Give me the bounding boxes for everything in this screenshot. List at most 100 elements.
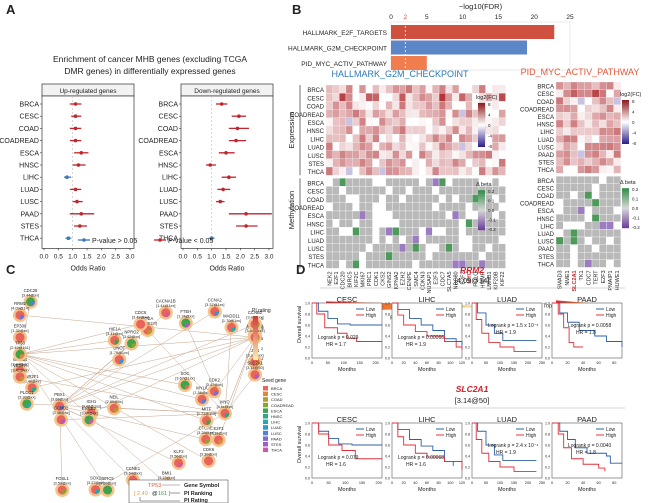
- colorbar-tick: 0.0: [632, 206, 639, 211]
- km-title: LUAD: [497, 295, 518, 304]
- expression-cell: [425, 166, 433, 176]
- methylation-cell: [398, 251, 406, 261]
- km-legend-label: High: [526, 433, 537, 439]
- category-label: LUAD: [159, 187, 178, 194]
- methylation-cell: [385, 202, 393, 212]
- methylation-cell: [425, 210, 433, 220]
- expression-cell: [332, 93, 340, 102]
- methylation-cell: [359, 186, 367, 195]
- network-edge: [59, 337, 256, 407]
- node-pi-label: [1.79@1xx]: [110, 351, 129, 355]
- expression-cell: [613, 142, 621, 151]
- methylation-cell: [452, 227, 460, 236]
- expression-cell: [385, 109, 393, 118]
- expression-cell: [405, 117, 413, 127]
- row-label: CESC: [307, 96, 324, 102]
- methylation-cell: [339, 202, 347, 212]
- expression-cell: [359, 134, 367, 143]
- pi-colorbar: [253, 316, 258, 360]
- km-x-tick: 20: [402, 481, 406, 485]
- methylation-cell: [345, 178, 353, 187]
- methylation-cell: [392, 194, 400, 203]
- seed-legend-label: STES: [271, 442, 282, 447]
- facet-frame: [180, 95, 274, 249]
- km-x-tick: 50: [484, 481, 488, 485]
- network-edge: [185, 322, 226, 414]
- expression-cell: [379, 166, 387, 176]
- node-gene-label: NEIL: [109, 394, 119, 399]
- methylation-cell: [606, 191, 614, 200]
- colorbar-tick: -8: [632, 141, 636, 146]
- methylation-cell: [365, 243, 373, 253]
- bar-x-tick-label: 20: [531, 14, 539, 21]
- expression-cell: [584, 97, 593, 105]
- expression-cell: [577, 119, 585, 128]
- km-x-label: Months: [498, 367, 516, 373]
- seed-legend-swatch: [263, 397, 268, 402]
- methylation-cell: [445, 243, 453, 253]
- category-label: CESC: [20, 114, 39, 121]
- methylation-cell: [563, 252, 571, 260]
- expression-cell: [452, 142, 460, 151]
- methylation-cell: [599, 214, 607, 222]
- seed-legend-swatch: [263, 425, 268, 430]
- expression-cell: [570, 127, 578, 136]
- panel-letter-c: C: [6, 262, 16, 277]
- km-x-tick: 200: [525, 481, 531, 485]
- methylation-cell: [458, 251, 466, 261]
- methylation-cell: [465, 235, 473, 244]
- category-label: BRCA: [20, 102, 40, 109]
- node-pi-label: [3.37@1xx]: [205, 303, 224, 307]
- expression-cell: [359, 101, 367, 110]
- km-y-tick: 0.0: [385, 357, 390, 361]
- methylation-cell: [425, 178, 433, 187]
- methylation-cell: [398, 178, 406, 187]
- methylation-cell: [339, 235, 347, 244]
- methylation-cell: [438, 186, 446, 195]
- column-label: KPNA2: [394, 271, 400, 289]
- expression-cell: [339, 84, 347, 94]
- node-gene-label: E2F3: [213, 426, 224, 431]
- expression-cell: [438, 158, 446, 168]
- expression-cell: [379, 93, 387, 102]
- x-axis-label: Odds Ratio: [209, 265, 244, 272]
- seed-legend-swatch: [263, 447, 268, 453]
- km-x-tick: 40: [413, 361, 417, 365]
- expression-cell: [555, 135, 564, 143]
- legend-swatch-point: [82, 238, 86, 242]
- expression-cell: [345, 125, 353, 135]
- expression-cell: [613, 135, 621, 143]
- expression-cell: [591, 165, 600, 174]
- expression-cell: [570, 142, 578, 151]
- expression-cell: [385, 134, 393, 143]
- expression-cell: [398, 158, 406, 168]
- methylation-cell: [332, 219, 340, 228]
- methylation-cell: [359, 243, 367, 253]
- gene-block-slc2a1: SLC2A1[3.14@50]Overall survivalCESCLowHi…: [297, 384, 625, 493]
- expression-cell: [418, 101, 426, 110]
- expression-cell: [485, 150, 493, 159]
- expression-cell: [332, 125, 340, 135]
- expression-cell: [438, 109, 446, 118]
- expression-cell: [392, 117, 400, 127]
- methylation-cell: [432, 251, 440, 261]
- km-legend-label: High: [366, 433, 377, 439]
- node-seed-slice: [140, 324, 146, 329]
- methylation-cell: [445, 235, 453, 244]
- expression-cell: [555, 89, 564, 98]
- methylation-cell: [359, 251, 367, 261]
- methylation-cell: [563, 198, 571, 207]
- expression-cell: [325, 125, 333, 135]
- expression-cell: [472, 166, 480, 176]
- expression-cell: [498, 158, 506, 168]
- row-label: LUSC: [308, 247, 325, 253]
- expression-cell: [472, 134, 480, 143]
- odds-ratio-point: [208, 163, 213, 167]
- methylation-cell: [385, 260, 393, 269]
- category-label: THCA: [20, 236, 39, 243]
- km-y-tick: 0.0: [545, 357, 550, 361]
- expression-cell: [465, 125, 473, 135]
- expression-cell: [498, 142, 506, 151]
- methylation-cell: [398, 235, 406, 244]
- methylation-cell: [570, 221, 578, 230]
